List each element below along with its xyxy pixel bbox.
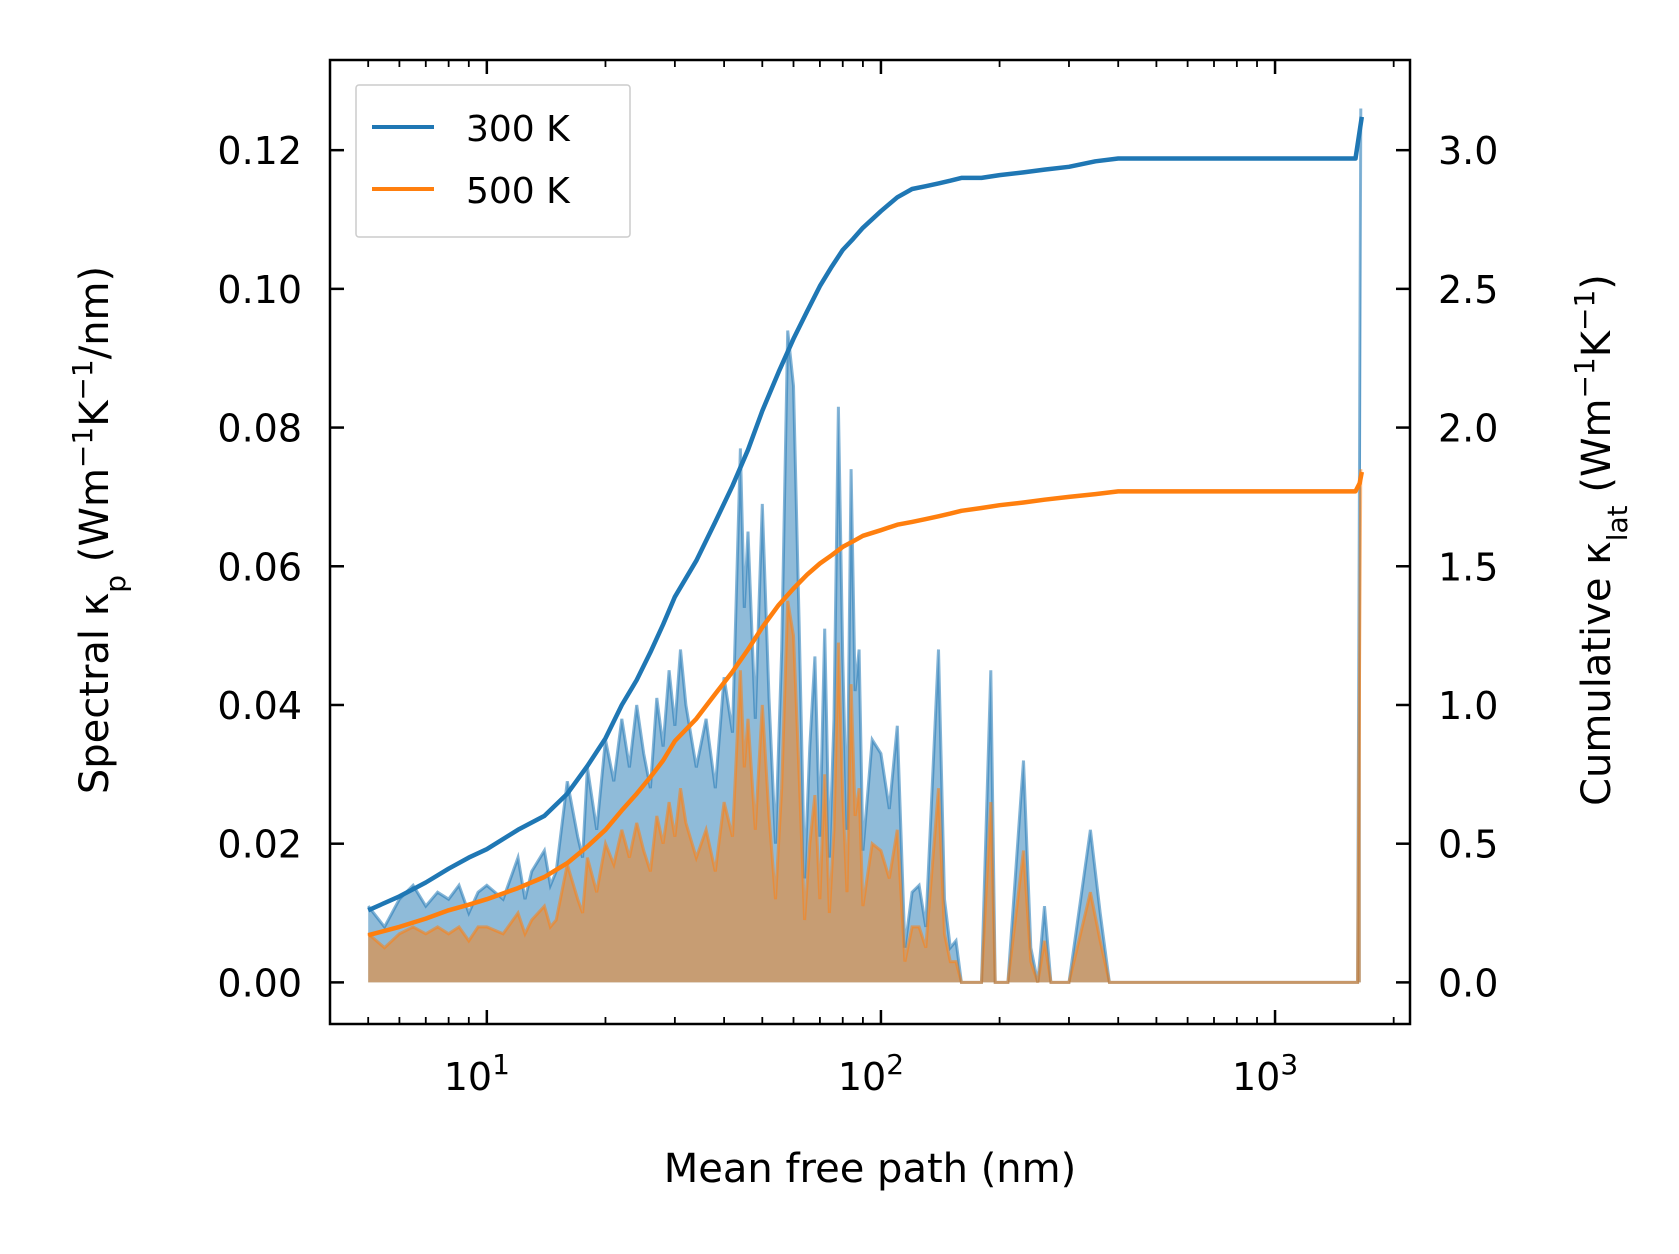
y-right-tick-label: 3.0	[1438, 129, 1498, 173]
axis-tick-labels: 101 102 103 0.00 0.02 0.04 0.06 0.08 0.10 0.12 0.0…	[217, 129, 1498, 1099]
legend: 300 K 500 K	[355, 84, 631, 238]
left-y-title-sup1: −1	[66, 427, 99, 468]
y-left-tick-label: 0.10	[217, 268, 302, 312]
y-left-tick-label: 0.00	[217, 961, 302, 1005]
y-right-tick-label: 2.5	[1438, 268, 1498, 312]
legend-label-500k: 500 K	[466, 171, 571, 212]
y-left-tick-label: 0.04	[217, 684, 302, 728]
right-y-title-mid: K	[1574, 329, 1620, 357]
y-right-tick-label: 0.5	[1438, 823, 1498, 867]
spectral-line-500k	[367, 469, 1363, 984]
x-tick-label: 102	[838, 1048, 904, 1100]
axis-ticks	[329, 60, 1410, 1024]
plot-frame	[328, 58, 1412, 1026]
left-y-title-mid: K	[72, 399, 118, 427]
left-y-title-tail: /nm)	[72, 266, 118, 359]
cumulative-line-500k	[367, 471, 1365, 938]
left-y-title-prefix: Spectral κ	[72, 593, 118, 794]
right-y-title-tail: )	[1574, 274, 1620, 290]
y-left-tick-label: 0.06	[217, 545, 302, 589]
right-y-title-sup2: −1	[1568, 290, 1601, 331]
right-y-title-sup1: −1	[1568, 357, 1601, 398]
y-left-tick-label: 0.08	[217, 407, 302, 451]
left-y-title-sub: p	[99, 575, 132, 593]
x-tick-label: 103	[1232, 1048, 1298, 1100]
y-right-tick-label: 0.0	[1438, 961, 1498, 1005]
y-left-tick-label: 0.02	[217, 823, 302, 867]
legend-label-300k: 300 K	[466, 109, 571, 150]
cumulative-line-300k	[367, 116, 1365, 913]
right-y-title-units: (Wm	[1574, 399, 1620, 506]
right-y-title-prefix: Cumulative κ	[1574, 541, 1620, 806]
right-y-axis-title: Cumulative κlat (Wm−1K−1)	[1568, 274, 1634, 806]
right-y-title-sub: lat	[1601, 505, 1634, 541]
y-left-tick-label: 0.12	[217, 129, 302, 173]
left-y-title-units: (Wm	[72, 468, 118, 575]
y-right-tick-label: 1.5	[1438, 545, 1498, 589]
x-axis-title: Mean free path (nm)	[664, 1146, 1076, 1192]
spectral-lines	[367, 108, 1363, 984]
x-tick-label: 101	[444, 1048, 510, 1100]
legend-box	[355, 84, 631, 238]
y-right-tick-label: 1.0	[1438, 684, 1498, 728]
y-right-tick-label: 2.0	[1438, 407, 1498, 451]
left-y-title-sup2: −1	[66, 359, 99, 400]
left-y-axis-title: Spectral κp (Wm−1K−1/nm)	[66, 266, 132, 794]
cumulative-lines	[367, 116, 1365, 938]
